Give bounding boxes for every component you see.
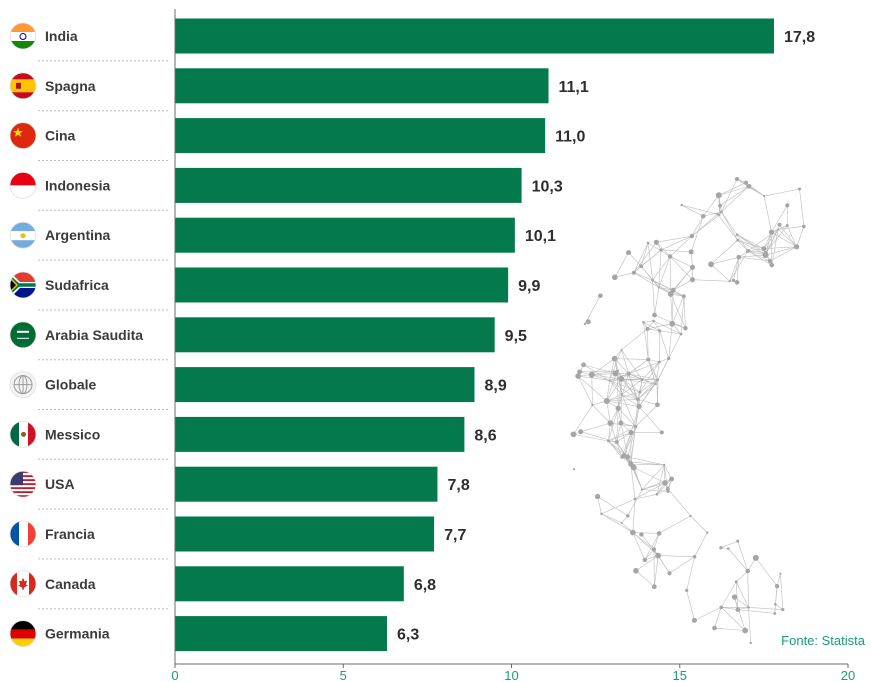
indonesia-flag-icon bbox=[9, 171, 37, 199]
value-label: 7,7 bbox=[444, 527, 466, 544]
bar bbox=[175, 68, 549, 104]
x-tick-label: 0 bbox=[171, 668, 178, 682]
canada-flag-icon bbox=[9, 570, 37, 598]
x-axis: 0 5 10 15 20 bbox=[171, 9, 855, 682]
value-label: 10,3 bbox=[532, 178, 563, 195]
saudi-arabia-flag-icon bbox=[9, 321, 37, 349]
x-tick-label: 15 bbox=[673, 668, 687, 682]
bar bbox=[175, 566, 404, 602]
category-label: India bbox=[45, 28, 78, 44]
value-label: 10,1 bbox=[525, 228, 556, 245]
bar bbox=[175, 466, 438, 502]
source-note: Fonte: Statista bbox=[781, 633, 865, 648]
category-label: Globale bbox=[45, 377, 97, 393]
x-tick-label: 20 bbox=[841, 668, 855, 682]
value-label: 11,1 bbox=[559, 79, 589, 96]
network-lines bbox=[573, 178, 805, 643]
bar bbox=[175, 516, 435, 552]
china-flag-icon bbox=[9, 122, 37, 150]
france-flag-icon bbox=[9, 520, 37, 548]
category-label: Canada bbox=[45, 576, 96, 592]
value-label: 6,3 bbox=[397, 627, 419, 644]
argentina-flag-icon bbox=[9, 221, 37, 249]
germany-flag-icon bbox=[9, 620, 37, 647]
bar bbox=[175, 118, 546, 154]
category-label: USA bbox=[45, 476, 75, 492]
bar bbox=[175, 416, 465, 452]
value-label: 9,5 bbox=[505, 328, 527, 345]
category-label: Sudafrica bbox=[45, 277, 109, 293]
network-globe-decoration bbox=[570, 176, 806, 645]
bar bbox=[175, 317, 495, 353]
x-tick-label: 10 bbox=[504, 668, 518, 682]
category-rows: India Spagna Cina Indonesia Argentina Sudafri… bbox=[9, 22, 168, 647]
globe-icon bbox=[9, 371, 37, 399]
value-label: 6,8 bbox=[414, 577, 436, 594]
usa-flag-icon bbox=[9, 470, 37, 498]
bar bbox=[175, 217, 515, 253]
category-label: Indonesia bbox=[45, 177, 111, 193]
category-label: Arabia Saudita bbox=[45, 327, 143, 343]
bar bbox=[175, 167, 522, 203]
south-africa-flag-icon bbox=[9, 271, 37, 299]
category-label: Francia bbox=[45, 526, 95, 542]
network-nodes bbox=[570, 176, 806, 645]
value-label: 9,9 bbox=[518, 278, 540, 295]
category-label: Germania bbox=[45, 626, 110, 642]
value-label: 8,9 bbox=[484, 378, 506, 395]
category-label: Argentina bbox=[45, 227, 111, 243]
spain-flag-icon bbox=[9, 72, 37, 100]
category-label: Spagna bbox=[45, 78, 96, 94]
category-label: Cina bbox=[45, 128, 76, 144]
value-label: 7,8 bbox=[447, 477, 469, 494]
value-label: 11,0 bbox=[555, 129, 585, 146]
bar bbox=[175, 267, 509, 303]
x-tick-label: 5 bbox=[340, 668, 347, 682]
value-label: 8,6 bbox=[474, 427, 496, 444]
mexico-flag-icon bbox=[9, 420, 37, 448]
value-label: 17,8 bbox=[784, 29, 815, 46]
category-label: Messico bbox=[45, 426, 100, 442]
bar bbox=[175, 616, 387, 652]
bar bbox=[175, 367, 475, 403]
bar bbox=[175, 18, 774, 54]
india-flag-icon bbox=[9, 22, 37, 50]
bars: 17,8 11,1 11,0 10,3 10,1 9,9 9,5 8,9 8,6 7,8 7,7 6,… bbox=[175, 18, 815, 652]
